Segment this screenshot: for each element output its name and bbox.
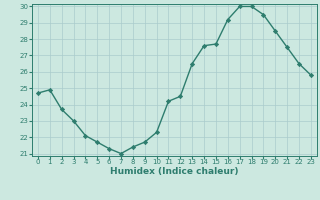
X-axis label: Humidex (Indice chaleur): Humidex (Indice chaleur) bbox=[110, 167, 239, 176]
